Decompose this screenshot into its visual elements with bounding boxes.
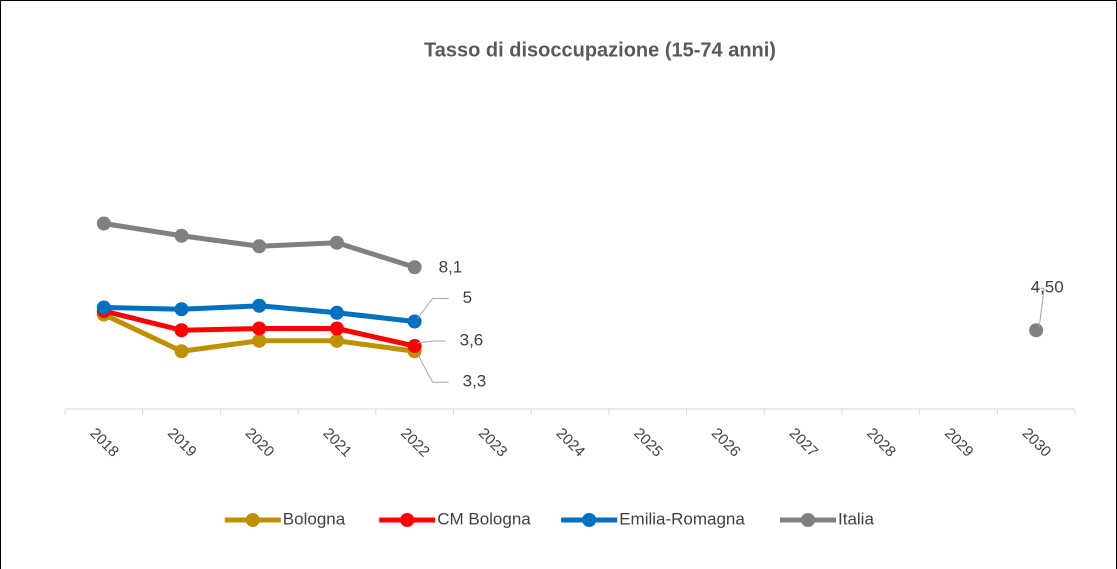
data-label: 8,1 xyxy=(439,258,463,277)
point xyxy=(252,333,267,348)
point xyxy=(329,305,344,320)
point xyxy=(252,239,267,254)
data-label: 4,50 xyxy=(1031,278,1064,297)
legend-marker xyxy=(801,513,815,527)
legend-label: Bologna xyxy=(283,509,346,528)
point xyxy=(96,300,111,315)
label-leader xyxy=(417,298,449,319)
legend-label: CM Bologna xyxy=(437,509,531,528)
label-leader xyxy=(417,340,446,344)
legend-marker xyxy=(582,513,597,527)
point xyxy=(407,260,422,275)
data-label: 3,6 xyxy=(460,330,484,349)
point xyxy=(329,321,344,336)
chart-title: Tasso di disoccupazione (15-74 anni) xyxy=(424,39,776,61)
point xyxy=(329,235,344,250)
point xyxy=(329,333,344,348)
point xyxy=(252,321,267,336)
data-label: 3,3 xyxy=(463,372,487,391)
point xyxy=(174,228,189,243)
point xyxy=(252,298,267,313)
data-label: 5 xyxy=(463,288,472,307)
point xyxy=(96,216,111,231)
point xyxy=(1029,323,1044,338)
legend-marker xyxy=(245,513,260,527)
point xyxy=(174,302,189,317)
label-leader xyxy=(417,354,449,383)
point xyxy=(407,339,422,353)
legend-label: Emilia-Romagna xyxy=(619,509,745,528)
legend-label: Italia xyxy=(838,509,874,528)
point xyxy=(174,323,189,338)
legend-marker xyxy=(400,513,415,527)
point xyxy=(174,344,189,359)
label-leader xyxy=(1033,287,1045,328)
